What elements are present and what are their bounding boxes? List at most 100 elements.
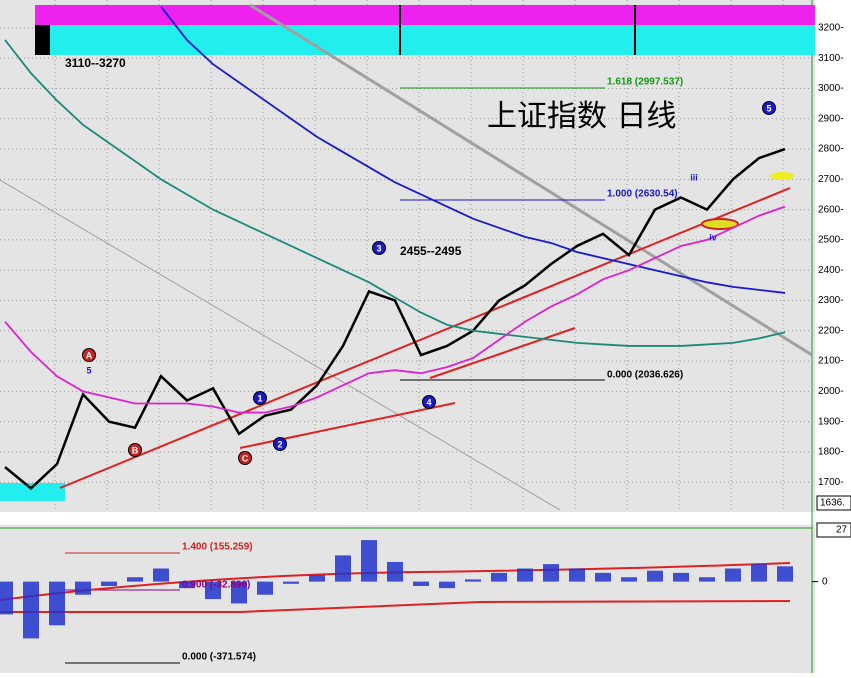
annotation: 0.000 (2036.626) [607, 370, 683, 381]
indicator-box-label: 27 [836, 525, 848, 536]
y-tick-label: 2300- [818, 295, 844, 306]
histogram-bar [101, 581, 117, 586]
y-tick-label: 2000- [818, 386, 844, 397]
trend-arrow [429, 327, 576, 379]
histogram-bar [257, 581, 273, 595]
histogram-bar [361, 540, 377, 582]
y-tick-label: 2100- [818, 356, 844, 367]
histogram-bar [153, 568, 169, 582]
histogram-bar [751, 564, 767, 582]
price-box [816, 495, 851, 511]
y-tick-label: 2500- [818, 235, 844, 246]
histogram-bar [777, 566, 793, 582]
y-tick-label: 2900- [818, 113, 844, 124]
histogram-bar [49, 581, 65, 626]
annotation: 1.618 (2997.537) [607, 77, 683, 88]
wave-label: 1 [257, 393, 262, 403]
indicator-panel [0, 525, 815, 673]
histogram-bar [439, 581, 455, 589]
histogram-bar [23, 581, 39, 639]
y-tick-label: 1800- [818, 447, 844, 458]
chart-title: 上证指数 日线 [487, 99, 677, 134]
wave-marker [82, 348, 96, 362]
marker-ellipse [701, 218, 739, 230]
annotation: 1.400 (155.259) [182, 542, 253, 553]
wave-label: A [86, 350, 93, 360]
trend-arrow [59, 187, 791, 489]
band-block [35, 25, 50, 55]
wave-marker [422, 395, 436, 409]
wave-marker [372, 241, 386, 255]
annotation: 0.000 (-371.574) [182, 652, 256, 663]
annotation: 1.000 (2630.54) [607, 189, 678, 200]
wave-marker [238, 451, 252, 465]
histogram-bar [595, 572, 611, 582]
histogram-bar [621, 577, 637, 582]
band-cyan [35, 25, 815, 55]
histogram-bar [543, 564, 559, 582]
histogram-bar [75, 581, 91, 595]
histogram-bar [127, 577, 143, 582]
series-line [4, 147, 786, 490]
histogram-bar [231, 581, 247, 604]
series-line [4, 205, 786, 414]
wave-marker [762, 101, 776, 115]
histogram-bar [387, 561, 403, 582]
annotation: 3110--3270 [65, 56, 126, 70]
y-tick-label: 2400- [818, 265, 844, 276]
wave-label: 5 [766, 103, 771, 113]
series-line [160, 6, 786, 294]
wave-label: C [242, 453, 249, 463]
y-tick-label: 2600- [818, 204, 844, 215]
histogram-bar [413, 581, 429, 586]
band-small [0, 483, 65, 501]
separator [0, 512, 815, 525]
wave-marker [273, 437, 287, 451]
y-tick-label: 1900- [818, 416, 844, 427]
y-tick-label: 3000- [818, 83, 844, 94]
annotation: 0.900 (-32.896) [182, 580, 250, 591]
y-tick-label: 3200- [818, 23, 844, 34]
histogram-bar [309, 575, 325, 582]
series-line [4, 39, 786, 347]
y-tick-label: 3100- [818, 53, 844, 64]
wave-label: iii [690, 172, 698, 182]
wave-label: B [132, 445, 139, 455]
histogram-bar [517, 568, 533, 582]
wave-marker [128, 443, 142, 457]
histogram-bar [569, 568, 585, 582]
histogram-bar [647, 570, 663, 582]
band-magenta [35, 5, 815, 25]
wave-label: iv [709, 232, 717, 242]
histogram-bar [335, 555, 351, 582]
wave-label: 4 [426, 397, 431, 407]
indicator-box [816, 522, 851, 538]
histogram-bar [491, 572, 507, 582]
histogram-bar [725, 568, 741, 582]
y-tick-label: 2200- [818, 325, 844, 336]
histogram-bar [0, 581, 13, 615]
histogram-bar [179, 581, 195, 589]
trendline [249, 3, 813, 357]
histogram-bar [205, 581, 221, 600]
marker-ellipse [770, 172, 794, 180]
y-tick-label: 2700- [818, 174, 844, 185]
wave-label: 5 [86, 365, 91, 375]
y-tick-label: 1700- [818, 477, 844, 488]
trendline [0, 179, 561, 511]
histogram-bar [283, 581, 299, 584]
wave-label: 3 [376, 243, 381, 253]
wave-marker [253, 391, 267, 405]
signal-line [0, 562, 791, 601]
y-tick-label: 2800- [818, 144, 844, 155]
histogram-bar [673, 572, 689, 582]
wave-label: 2 [277, 439, 282, 449]
histogram-bar [465, 579, 481, 582]
y-axis-area [815, 0, 851, 673]
signal-line [0, 600, 791, 613]
annotation: 2455--2495 [400, 244, 462, 258]
y-tick-label: 0 [822, 576, 828, 587]
price-box-label: 1636. [820, 498, 845, 509]
histogram-bar [699, 577, 715, 582]
